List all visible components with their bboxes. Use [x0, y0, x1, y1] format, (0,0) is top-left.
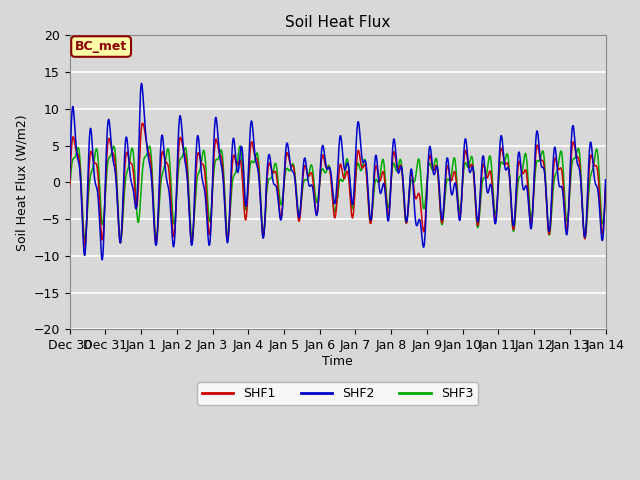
SHF2	[602, 177, 609, 182]
SHF3	[108, 152, 115, 157]
SHF2	[371, 155, 379, 160]
Legend: SHF1, SHF2, SHF3: SHF1, SHF2, SHF3	[197, 383, 478, 406]
SHF1	[108, 146, 115, 152]
SHF1	[315, 199, 323, 204]
SHF2	[129, 187, 137, 193]
Line: SHF3: SHF3	[70, 146, 605, 240]
SHF3	[129, 150, 137, 156]
SHF3	[602, 190, 609, 196]
SHF3	[305, 171, 313, 177]
SHF2	[66, 176, 74, 181]
SHF1	[81, 243, 88, 249]
SHF3	[294, 204, 301, 210]
SHF2	[138, 81, 145, 86]
SHF3	[236, 143, 244, 149]
SHF3	[66, 189, 74, 194]
SHF3	[371, 178, 379, 184]
SHF1	[129, 168, 137, 174]
SHF3	[117, 237, 125, 243]
SHF1	[294, 211, 301, 217]
X-axis label: Time: Time	[322, 355, 353, 368]
Line: SHF2: SHF2	[70, 84, 605, 260]
Title: Soil Heat Flux: Soil Heat Flux	[285, 15, 390, 30]
SHF1	[602, 185, 609, 191]
Y-axis label: Soil Heat Flux (W/m2): Soil Heat Flux (W/m2)	[15, 114, 28, 251]
SHF2	[108, 144, 115, 149]
SHF1	[305, 173, 313, 179]
SHF1	[139, 120, 147, 126]
Text: BC_met: BC_met	[75, 40, 127, 53]
SHF1	[66, 184, 74, 190]
SHF2	[99, 257, 106, 263]
SHF1	[371, 165, 379, 171]
SHF2	[315, 198, 323, 204]
SHF2	[305, 182, 313, 188]
SHF3	[315, 192, 323, 198]
Line: SHF1: SHF1	[70, 123, 605, 246]
SHF2	[294, 208, 301, 214]
